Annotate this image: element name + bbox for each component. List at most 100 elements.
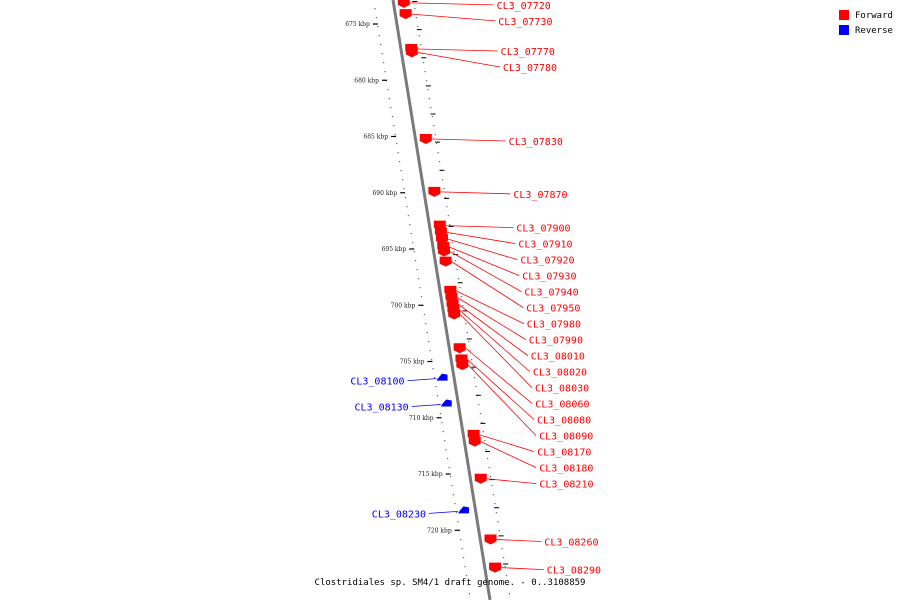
gene-leader-line xyxy=(407,378,437,382)
scale-tick-label: 705 kbp xyxy=(400,359,425,366)
track-dot xyxy=(415,17,417,19)
gene-leader-line xyxy=(451,261,524,308)
gene-leader-line xyxy=(467,359,535,420)
gene-glyph[interactable] xyxy=(405,47,418,58)
gene-label[interactable]: CL3_07940 xyxy=(524,288,578,299)
track-dot xyxy=(494,503,496,505)
gene-cl3_08100[interactable]: CL3_08100 xyxy=(350,373,448,388)
track-dot xyxy=(495,512,497,514)
track-dot xyxy=(449,224,451,226)
track-dot xyxy=(384,71,386,73)
track-dot xyxy=(393,125,395,127)
gene-glyph[interactable] xyxy=(436,373,448,381)
gene-cl3_08060[interactable]: CL3_08060 xyxy=(453,343,590,411)
gene-label[interactable]: CL3_08260 xyxy=(544,538,598,549)
gene-label[interactable]: CL3_07910 xyxy=(518,240,572,251)
track-dot xyxy=(404,197,407,199)
track-dot xyxy=(416,269,418,271)
gene-cl3_08030[interactable]: CL3_08030 xyxy=(448,309,589,395)
track-dot xyxy=(447,215,449,217)
gene-cl3_07950[interactable]: CL3_07950 xyxy=(439,256,581,315)
gene-cl3_07720[interactable]: CL3_07720 xyxy=(397,0,551,12)
gene-label[interactable]: CL3_08100 xyxy=(350,377,404,388)
track-dot xyxy=(450,233,452,235)
gene-cl3_07900[interactable]: CL3_07900 xyxy=(433,220,571,235)
legend-swatch-forward xyxy=(839,10,849,20)
gene-label[interactable]: CL3_07780 xyxy=(503,63,557,74)
gene-label[interactable]: CL3_08010 xyxy=(531,352,585,363)
gene-glyph[interactable] xyxy=(474,473,487,484)
track-dot xyxy=(413,251,415,253)
track-dot xyxy=(488,467,490,469)
gene-cl3_07870[interactable]: CL3_07870 xyxy=(428,186,568,201)
gene-label[interactable]: CL3_08080 xyxy=(537,416,591,427)
gene-label[interactable]: CL3_08170 xyxy=(537,448,591,459)
gene-label[interactable]: CL3_08290 xyxy=(547,566,601,577)
gene-glyph[interactable] xyxy=(397,0,410,8)
gene-label[interactable]: CL3_08060 xyxy=(535,400,589,411)
gene-label[interactable]: CL3_07770 xyxy=(501,47,555,58)
gene-glyph[interactable] xyxy=(489,562,502,573)
track-dot xyxy=(433,377,436,379)
gene-glyph[interactable] xyxy=(428,186,441,197)
track-dot xyxy=(452,494,455,496)
gene-label[interactable]: CL3_07980 xyxy=(527,320,581,331)
gene-cl3_07730[interactable]: CL3_07730 xyxy=(399,9,553,28)
track-dot xyxy=(436,395,439,397)
gene-label[interactable]: CL3_07930 xyxy=(522,272,576,283)
gene-glyph[interactable] xyxy=(457,506,469,514)
gene-label[interactable]: CL3_07900 xyxy=(516,224,570,235)
gene-cl3_08260[interactable]: CL3_08260 xyxy=(484,534,599,549)
gene-features: CL3_07720 CL3_07730 CL3_07770 CL3_07780 CL3_… xyxy=(350,0,601,577)
gene-glyph[interactable] xyxy=(419,134,432,144)
gene-glyph[interactable] xyxy=(435,234,448,245)
gene-label[interactable]: CL3_07720 xyxy=(497,1,551,12)
gene-label[interactable]: CL3_07830 xyxy=(509,137,563,148)
gene-label[interactable]: CL3_08020 xyxy=(533,368,587,379)
gene-glyph[interactable] xyxy=(439,256,452,267)
gene-label[interactable]: CL3_07870 xyxy=(513,190,567,201)
gene-glyph[interactable] xyxy=(468,436,481,447)
gene-cl3_08090[interactable]: CL3_08090 xyxy=(456,360,593,443)
track-dot xyxy=(417,26,419,28)
gene-label[interactable]: CL3_08130 xyxy=(355,403,409,414)
gene-label[interactable]: CL3_08210 xyxy=(539,480,593,491)
gene-cl3_08290[interactable]: CL3_08290 xyxy=(489,562,601,577)
gene-label[interactable]: CL3_08230 xyxy=(372,509,426,520)
gene-cl3_07780[interactable]: CL3_07780 xyxy=(405,47,557,74)
gene-glyph[interactable] xyxy=(456,360,469,371)
gene-label[interactable]: CL3_08180 xyxy=(539,464,593,475)
track-dot xyxy=(401,179,404,181)
gene-glyph[interactable] xyxy=(453,343,466,354)
gene-glyph[interactable] xyxy=(437,246,450,257)
gene-cl3_08210[interactable]: CL3_08210 xyxy=(474,473,594,491)
track-dot xyxy=(457,278,460,280)
gene-cl3_07920[interactable]: CL3_07920 xyxy=(435,234,575,267)
track-dot xyxy=(460,296,463,298)
gene-cl3_08180[interactable]: CL3_08180 xyxy=(468,436,594,475)
gene-glyph[interactable] xyxy=(440,399,452,407)
gene-label[interactable]: CL3_07950 xyxy=(526,304,580,315)
track-dot xyxy=(444,440,446,442)
gene-label[interactable]: CL3_07990 xyxy=(529,336,583,347)
track-dot xyxy=(431,116,433,118)
gene-glyph[interactable] xyxy=(399,9,412,20)
gene-label[interactable]: CL3_08090 xyxy=(539,432,593,443)
gene-cl3_08130[interactable]: CL3_08130 xyxy=(355,399,452,414)
gene-label[interactable]: CL3_08030 xyxy=(535,384,589,395)
track-dot xyxy=(420,296,423,298)
track-dot xyxy=(478,404,480,406)
gene-label[interactable]: CL3_07920 xyxy=(520,256,574,267)
track-dot xyxy=(420,44,422,46)
gene-label[interactable]: CL3_07730 xyxy=(498,17,552,28)
track-dot xyxy=(400,170,402,172)
gene-cl3_07940[interactable]: CL3_07940 xyxy=(437,246,579,299)
gene-glyph[interactable] xyxy=(484,534,497,545)
gene-glyph[interactable] xyxy=(448,309,461,320)
track-dot xyxy=(427,89,429,91)
track-dot xyxy=(428,98,431,100)
gene-leader-line xyxy=(411,13,496,22)
gene-cl3_08230[interactable]: CL3_08230 xyxy=(372,506,469,520)
gene-cl3_07830[interactable]: CL3_07830 xyxy=(419,134,563,148)
gene-cl3_07770[interactable]: CL3_07770 xyxy=(405,44,555,58)
